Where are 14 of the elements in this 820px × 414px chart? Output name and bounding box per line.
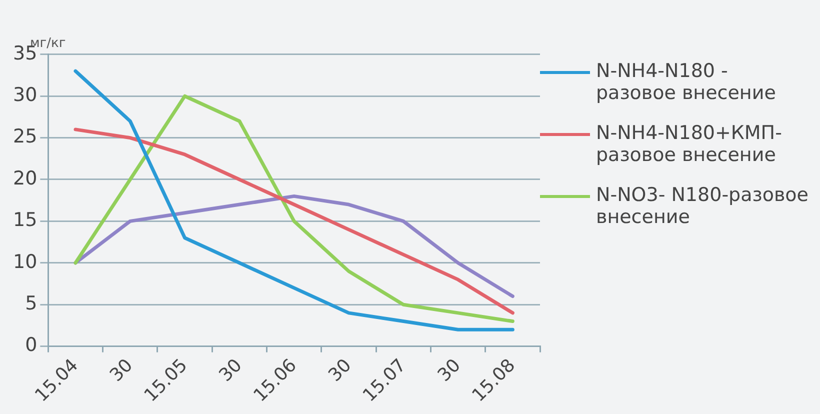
y-tick-label: 30 <box>12 84 38 106</box>
y-tick-label: 15 <box>12 209 38 232</box>
y-tick-label: 0 <box>25 334 38 356</box>
x-tick-label: 30 <box>215 354 246 386</box>
y-tick-label: 25 <box>12 126 38 148</box>
x-tick-label: 30 <box>106 354 137 386</box>
y-tick-label: 5 <box>25 292 38 315</box>
y-tick-label: 20 <box>12 167 38 190</box>
x-tick-label: 30 <box>324 354 356 386</box>
legend-label: N-NO3- N180-разовое внесение <box>596 184 810 228</box>
legend-label: N-NH4-N180+КМП-разовое внесение <box>596 122 783 166</box>
y-tick-label: 10 <box>12 250 38 273</box>
legend-label: N-NH4-N180 - разовое внесение <box>596 60 777 104</box>
x-tick-label: 30 <box>434 354 465 386</box>
